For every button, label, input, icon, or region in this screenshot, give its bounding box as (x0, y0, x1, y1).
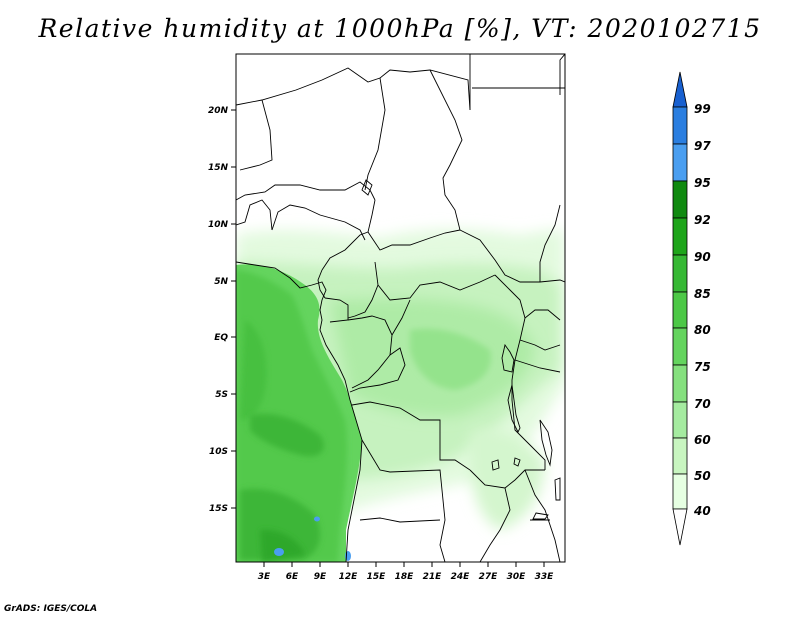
colorbar-segment (672, 217, 688, 256)
lon-label: 30E (507, 572, 527, 582)
lon-label: 6E (286, 572, 299, 582)
lon-label: 27E (479, 572, 499, 582)
lon-label: 9E (314, 572, 327, 582)
lat-label: EQ (214, 333, 228, 343)
lat-label: 15N (208, 163, 229, 173)
colorbar-segment (672, 180, 688, 219)
colorbar-label: 95 (694, 176, 711, 190)
colorbar-label: 85 (694, 287, 711, 301)
map-title: Relative humidity at 1000hPa [%], VT: 20… (38, 14, 762, 43)
lat-label: 15S (209, 504, 228, 514)
colorbar-label: 92 (694, 213, 711, 227)
colorbar-label: 97 (694, 139, 711, 153)
colorbar-label: 80 (694, 323, 711, 337)
lat-label: 5S (215, 390, 228, 400)
colorbar-bottom-triangle (672, 508, 688, 546)
map-frame (235, 53, 566, 563)
humidity-shading (236, 54, 565, 562)
colorbar-segment (672, 143, 688, 182)
colorbar-label: 70 (694, 397, 711, 411)
colorbar-segment (672, 291, 688, 329)
lat-label: 10N (208, 220, 229, 230)
colorbar-segment (672, 437, 688, 475)
colorbar-label: 75 (694, 360, 711, 374)
lon-label: 18E (395, 572, 415, 582)
lon-label: 12E (339, 572, 359, 582)
lat-label: 5N (214, 277, 228, 287)
colorbar-segment (672, 364, 688, 403)
colorbar-segment (672, 106, 688, 145)
lon-label: 33E (535, 572, 555, 582)
lon-label: 24E (451, 572, 471, 582)
colorbar-label: 99 (694, 102, 711, 116)
colorbar-top-triangle (672, 71, 688, 108)
grads-credit: GrADS: IGES/COLA (4, 604, 98, 614)
colorbar-segment (672, 473, 688, 510)
latitude-axis: 20N 15N 10N 5N EQ 5S 10S 15S (208, 106, 236, 514)
lat-label: 20N (208, 106, 229, 116)
colorbar-labels: 99 97 95 92 90 85 80 75 70 60 50 40 (693, 102, 711, 518)
country-boundaries (236, 54, 565, 562)
colorbar-segment (672, 401, 688, 439)
colorbar-label: 40 (693, 504, 711, 518)
colorbar-label: 60 (694, 433, 711, 447)
longitude-axis: 3E 6E 9E 12E 15E 18E 21E 24E 27E 30E 33E (258, 562, 554, 582)
colorbar-label: 50 (694, 469, 711, 483)
lon-label: 3E (258, 572, 271, 582)
lon-label: 21E (423, 572, 443, 582)
colorbar-label: 90 (694, 250, 711, 264)
lon-label: 15E (367, 572, 387, 582)
colorbar-segment (672, 254, 688, 293)
lat-label: 10S (209, 447, 228, 457)
colorbar (672, 71, 688, 546)
colorbar-segment (672, 327, 688, 366)
